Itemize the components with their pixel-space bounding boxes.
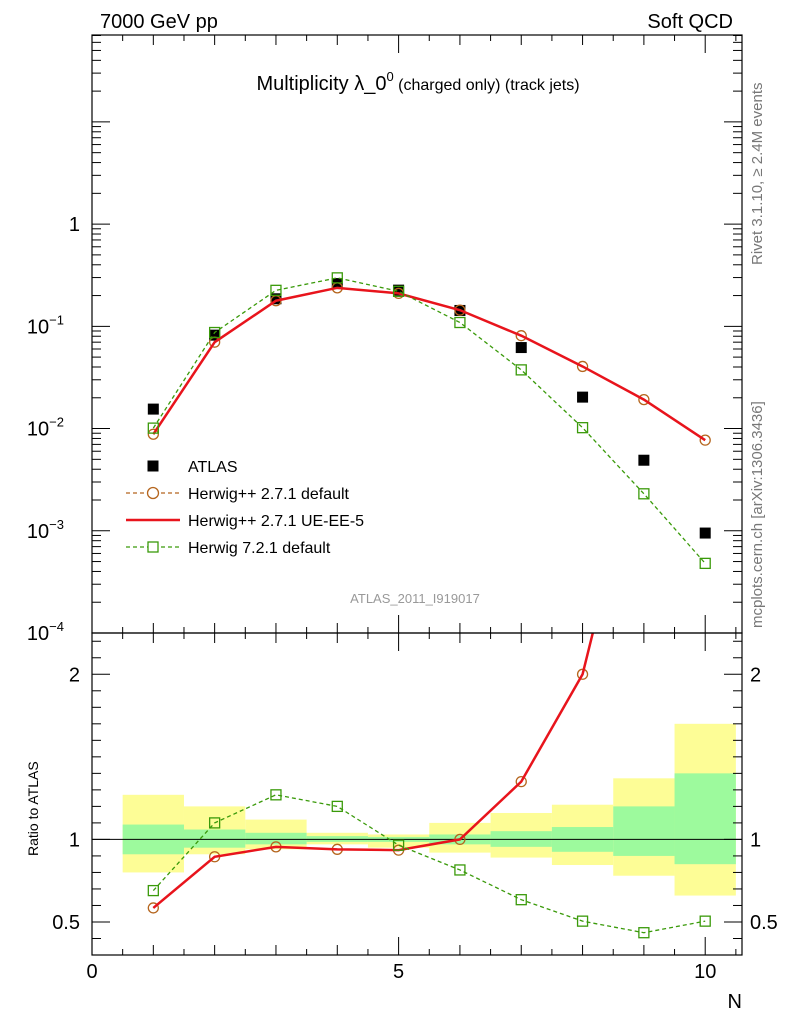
series-4-marker-ratio-6: [454, 864, 466, 876]
chart-title: Multiplicity λ_00 (charged only) (track …: [256, 69, 579, 95]
series-1-point-10: [699, 527, 711, 539]
y-tick-label-main--2: 10−2: [27, 415, 64, 441]
series-4-marker-main-10: [699, 557, 711, 570]
band-stat-10: [674, 773, 736, 865]
header-left: 7000 GeV pp: [100, 11, 218, 33]
side-text-top: Rivet 3.1.10, ≥ 2.4M events: [749, 83, 766, 266]
side-text-bottom: mcplots.cern.ch [arXiv:1306.3436]: [749, 401, 766, 628]
series-2-marker-main-9: [638, 393, 650, 406]
y-tick-label-main-sup--2: −2: [49, 415, 64, 430]
series-4-marker-main-4: [331, 272, 343, 284]
watermark: ATLAS_2011_I919017: [350, 591, 480, 606]
y-tick-label-main-base--3: 10: [27, 521, 49, 543]
y-tick-label-ratio-left-1: 1: [69, 829, 80, 851]
series-1-point-2: [209, 329, 221, 341]
legend-entry-4-marker: [147, 541, 159, 553]
series-2-marker-main-8: [576, 360, 589, 373]
y-tick-label-main-sup--3: −3: [49, 517, 64, 532]
series-2-line-ratio: [152, 633, 594, 909]
series-4-marker-ratio-10: [699, 915, 711, 927]
y-tick-label-main-base--2: 10: [27, 419, 49, 441]
series-4-marker-ratio-7: [515, 894, 527, 906]
legend: ATLAS Herwig++ 2.7.1 default Herwig++ 2.7.…: [126, 459, 364, 557]
y-tick-label-ratio-left-2: 2: [69, 664, 80, 686]
ratio-frame: [91, 632, 743, 956]
series-3-line-main: [152, 286, 706, 442]
y-tick-label-main-sup--4: −4: [49, 619, 64, 634]
series-4-marker-main-5: [392, 285, 405, 297]
series-4-marker-main-1: [147, 422, 159, 434]
series-2-line-main: [152, 287, 706, 441]
chart-title-main: Multiplicity λ_0: [256, 73, 386, 95]
series-4-line-main: [152, 277, 706, 564]
series-2-marker-main-10: [699, 434, 711, 446]
series-1-point-5: [393, 284, 405, 296]
series-4-marker-main-7: [515, 364, 527, 376]
series-1-point-8: [577, 391, 589, 403]
y-tick-label-ratio-right-2: 2: [750, 664, 761, 686]
series-2-marker-ratio-9: [639, 422, 649, 432]
ratio-bands: [122, 723, 736, 896]
y-tick-label-ratio-right-0.5: 0.5: [750, 912, 778, 934]
series-2-marker-main-1: [147, 428, 159, 440]
x-axis-label: N: [728, 991, 742, 1013]
legend-entry-1-label: ATLAS: [188, 459, 238, 476]
band-stat-2: [183, 829, 246, 848]
series-4-marker-main-3: [270, 284, 282, 296]
series-3-line-ratio: [152, 633, 595, 909]
series-2-marker-ratio-1: [147, 902, 159, 914]
y-tick-label-ratio-right-1: 1: [750, 829, 761, 851]
chart-title-suffix: (charged only) (track jets): [394, 77, 580, 94]
legend-entry-2-label: Herwig++ 2.7.1 default: [188, 486, 350, 503]
y-tick-label-main-0: 1: [69, 214, 80, 236]
x-tick-label-0: 0: [86, 961, 97, 983]
y-tick-label-ratio-left-0.5: 0.5: [52, 912, 80, 934]
legend-entry-3-label: Herwig++ 2.7.1 UE-EE-5: [188, 513, 364, 530]
series-4-marker-main-9: [638, 488, 650, 500]
y-tick-label-main-base--4: 10: [27, 623, 49, 645]
band-stat-9: [613, 806, 675, 856]
chart-title-sup: 0: [386, 69, 393, 84]
series-4-marker-main-2: [208, 326, 221, 339]
legend-entry-1-marker: [147, 460, 159, 472]
series-2-marker-main-7: [515, 330, 527, 342]
series-2-marker-ratio-7: [515, 775, 527, 788]
series-1-point-4: [331, 278, 343, 290]
plot-frames: [91, 34, 743, 956]
series-4-marker-ratio-1: [147, 884, 159, 897]
series-1-point-1: [147, 403, 159, 415]
x-tick-label-10: 10: [694, 961, 716, 983]
series-1-point-3: [270, 293, 282, 305]
series-4-marker-ratio-5: [392, 839, 405, 851]
y-axis-label-ratio: Ratio to ATLAS: [25, 761, 41, 856]
header-right: Soft QCD: [647, 11, 733, 33]
series-4-marker-ratio-3: [270, 789, 282, 801]
series-2-marker-main-6: [454, 304, 466, 316]
x-tick-label-5: 5: [393, 961, 404, 983]
series-4-marker-main-6: [454, 316, 466, 329]
series-4-marker-ratio-9: [638, 927, 650, 939]
y-tick-label-main-sup--1: −1: [49, 312, 64, 327]
y-tick-label-main--3: 10−3: [27, 517, 64, 543]
y-tick-label-main--4: 10−4: [27, 619, 64, 645]
band-stat-3: [245, 832, 307, 845]
y-tick-label-main-base-0: 1: [69, 214, 80, 236]
series-1-point-7: [515, 342, 527, 354]
series-layer: [147, 272, 711, 939]
y-tick-label-main--1: 10−1: [27, 312, 64, 338]
series-4-marker-ratio-8: [576, 915, 589, 927]
series-4-marker-ratio-4: [331, 800, 343, 813]
series-4-marker-main-8: [576, 422, 589, 434]
series-1-point-9: [638, 454, 650, 466]
legend-entry-2-marker: [146, 486, 160, 500]
series-4-marker-ratio-2: [208, 817, 221, 829]
y-tick-label-main-base--1: 10: [27, 316, 49, 338]
legend-entry-4-label: Herwig 7.2.1 default: [188, 540, 331, 557]
